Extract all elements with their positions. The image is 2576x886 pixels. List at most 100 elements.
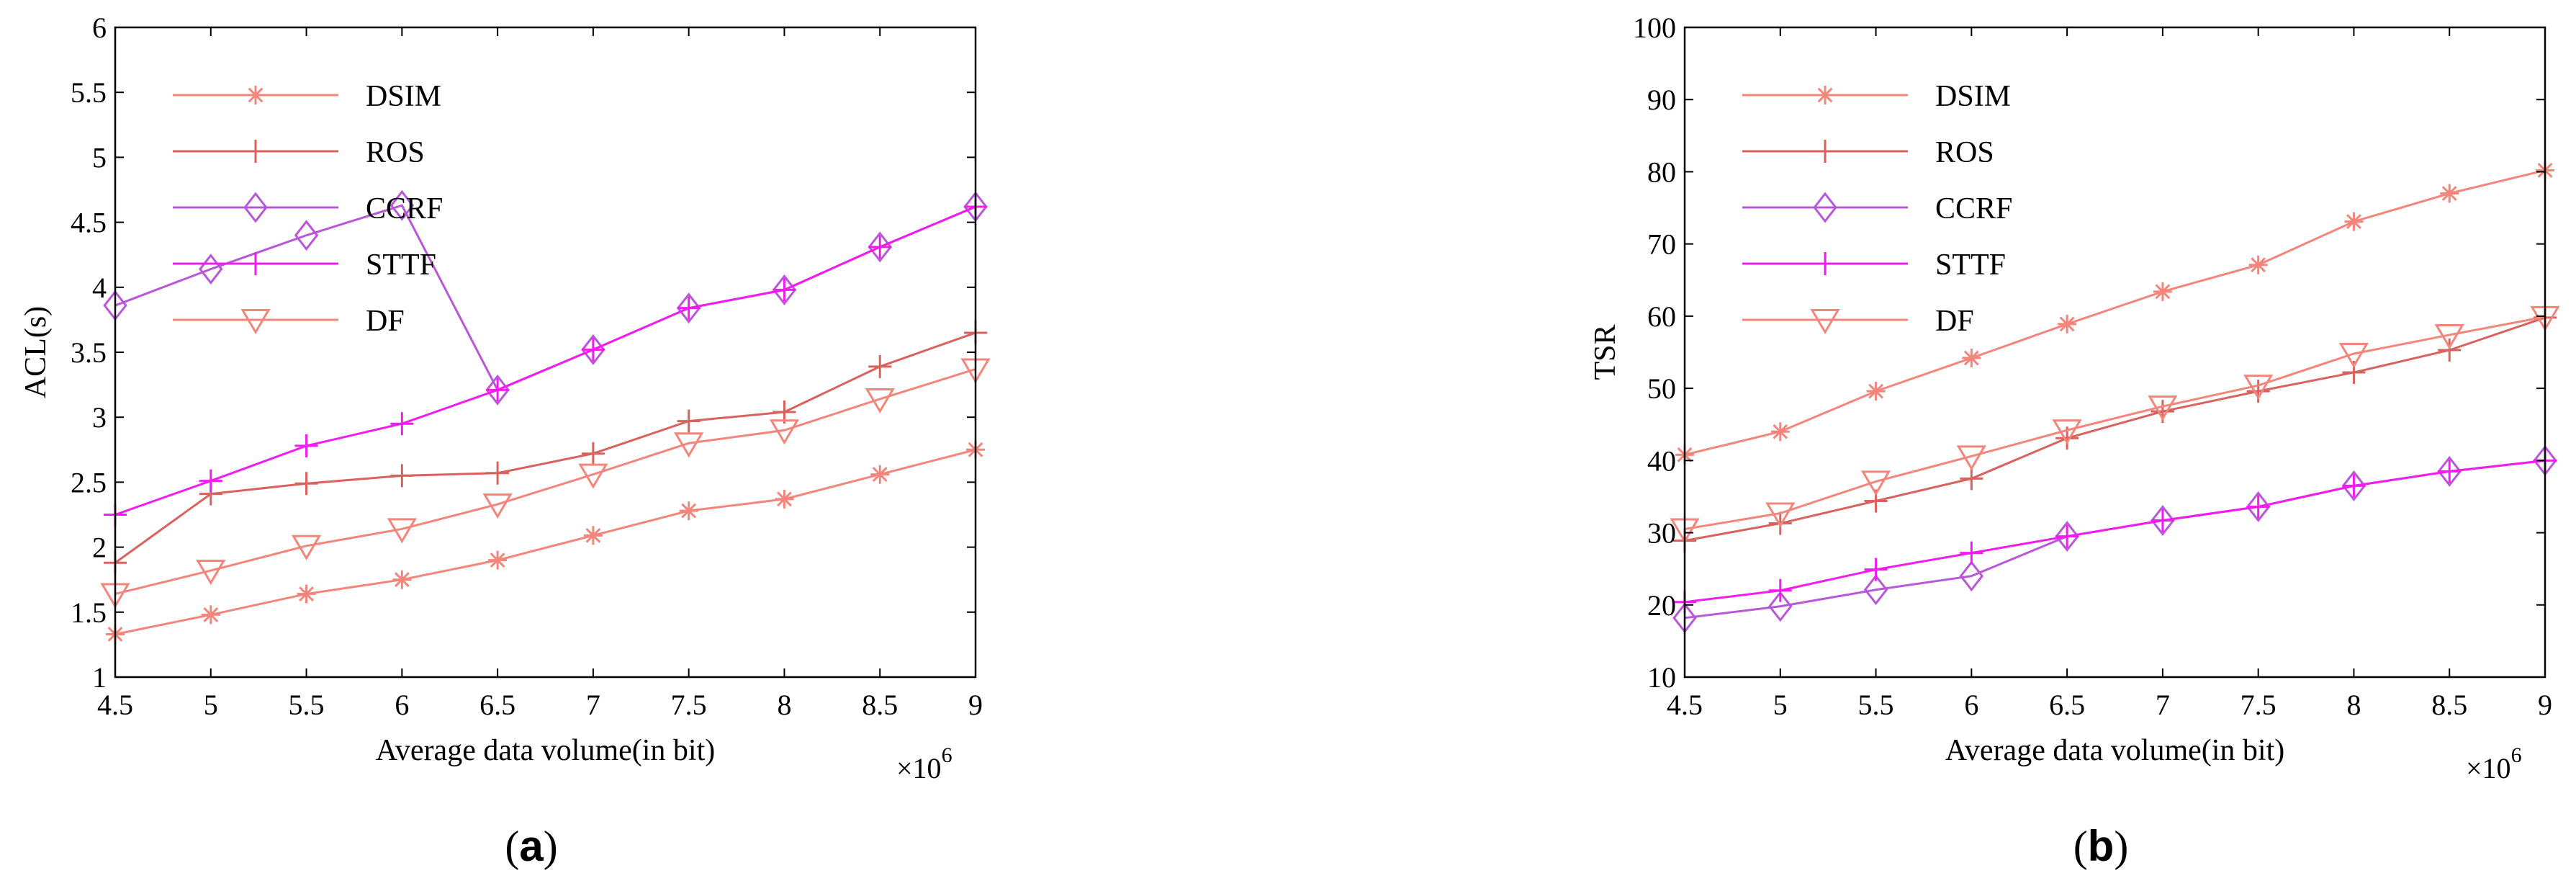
- series-line-ros: [114, 331, 976, 564]
- x-tick-label: 8: [777, 689, 791, 721]
- data-point-sttf: [294, 434, 318, 457]
- chart-b: 4.5 5 5.5 6 6.5 7 7.5 8 8.5 9 10 20 30 40 50 60 70 80 90 10…: [1589, 12, 2560, 870]
- data-point-df: [769, 419, 800, 445]
- legend-marker: [244, 252, 267, 275]
- data-point-dsim: [1770, 422, 1790, 442]
- data-point-sttf: [868, 235, 892, 259]
- x-tick-label: 7.5: [2241, 689, 2276, 721]
- series-line-df: [1684, 316, 2546, 531]
- data-point-df: [291, 534, 322, 560]
- legend-item-dsim: DSIM: [173, 80, 441, 113]
- x-tick-label: 7: [586, 689, 600, 721]
- series-line-df: [114, 368, 976, 596]
- data-point-ccrf: [772, 274, 797, 305]
- legend-item-ros: ROS: [1742, 136, 1994, 169]
- x-multiplier: ×106: [2466, 743, 2522, 784]
- series-ccrf: [103, 189, 988, 406]
- data-point-ros: [868, 354, 892, 378]
- data-point-ccrf: [2055, 521, 2079, 552]
- data-point-sttf: [581, 338, 605, 362]
- data-point-ccrf: [1959, 560, 1984, 592]
- data-point-dsim: [1866, 382, 1886, 401]
- legend-marker: [1816, 86, 1834, 104]
- x-tick-label: 8.5: [2431, 689, 2467, 721]
- x-multiplier-base: ×10: [896, 752, 942, 784]
- data-point-ros: [486, 461, 510, 485]
- plot-frame: [1683, 26, 2546, 679]
- data-point-dsim: [679, 501, 698, 521]
- data-point-ccrf: [1768, 591, 1793, 622]
- data-point-ros: [677, 409, 701, 433]
- x-tick-label: 9: [2538, 689, 2552, 721]
- y-tick-label: 4: [92, 272, 107, 304]
- data-point-sttf: [2438, 460, 2462, 483]
- y-tick-label: 5: [92, 141, 107, 174]
- panel-caption: (b): [2073, 822, 2129, 870]
- data-point-ros: [294, 472, 318, 496]
- data-point-ccrf: [389, 189, 415, 221]
- y-tick-label: 30: [1647, 517, 1676, 550]
- legend-label: DF: [1935, 305, 1974, 338]
- y-tick-label: 5.5: [71, 76, 107, 109]
- legend-marker: [1810, 309, 1840, 335]
- data-point-sttf: [1768, 578, 1792, 602]
- x-tick-label: 8: [2346, 689, 2361, 721]
- data-point-sttf: [199, 469, 222, 493]
- data-point-ccrf: [294, 220, 319, 251]
- series-line-ccrf: [1684, 459, 2546, 619]
- data-point-dsim: [870, 465, 890, 484]
- legend-label: DF: [366, 305, 405, 338]
- x-tick-label: 5.5: [289, 689, 325, 721]
- data-point-dsim: [488, 550, 508, 570]
- series-line-sttf: [114, 205, 976, 516]
- caption-close: ): [2114, 823, 2128, 870]
- series-line-dsim: [1684, 169, 2546, 456]
- data-point-df: [2052, 419, 2082, 445]
- legend-marker: [243, 192, 268, 223]
- legend-label: DSIM: [366, 80, 441, 113]
- series-sttf: [1673, 449, 2557, 614]
- legend-label: CCRF: [366, 192, 443, 225]
- y-tick-label: 20: [1647, 589, 1676, 622]
- legend-item-ccrf: CCRF: [173, 192, 443, 225]
- legend: DSIM ROS CCRF STTF DF: [173, 80, 443, 338]
- data-point-ccrf: [2437, 455, 2462, 487]
- y-tick-label: 3: [92, 401, 107, 434]
- legend-item-sttf: STTF: [173, 249, 436, 282]
- data-point-sttf: [2342, 474, 2366, 498]
- data-point-ros: [390, 464, 414, 488]
- x-multiplier-exponent: 6: [942, 743, 953, 767]
- series-line-dsim: [114, 448, 976, 635]
- panel-caption: (a): [505, 822, 557, 870]
- y-tick-label: 2.5: [71, 466, 107, 498]
- caption-open: (: [2073, 823, 2088, 870]
- data-point-df: [1860, 470, 1891, 496]
- data-point-dsim: [2440, 184, 2459, 203]
- data-point-ccrf: [1863, 574, 1888, 606]
- x-tick-label: 7: [2156, 689, 2170, 721]
- data-point-dsim: [2153, 282, 2172, 301]
- y-tick-label: 2: [92, 532, 107, 564]
- legend-item-dsim: DSIM: [1742, 80, 2011, 113]
- legend-item-sttf: STTF: [1742, 249, 2006, 282]
- caption-close: ): [544, 823, 558, 870]
- data-point-dsim: [2058, 314, 2077, 334]
- data-point-dsim: [583, 526, 603, 545]
- data-point-df: [196, 560, 226, 586]
- x-tick-label: 8.5: [862, 689, 898, 721]
- y-tick-label: 1.5: [71, 596, 107, 629]
- legend-marker: [240, 309, 271, 335]
- data-point-df: [482, 493, 513, 519]
- data-point-df: [2338, 343, 2369, 369]
- y-tick-label: 100: [1633, 12, 1676, 44]
- series-df: [100, 358, 991, 609]
- x-tick-label: 5.5: [1858, 689, 1894, 721]
- data-point-df: [1765, 502, 1796, 528]
- data-point-dsim: [297, 584, 316, 604]
- chart-a: 4.5 5 5.5 6 6.5 7 7.5 8 8.5 9 1 1.5 2 2.5 3 3.5 4 4.5 5 5.5…: [19, 12, 991, 870]
- x-tick-label: 7.5: [671, 689, 707, 721]
- y-tick-label: 6: [92, 12, 107, 44]
- data-point-ros: [1768, 511, 1792, 535]
- x-tick-label: 6.5: [479, 689, 515, 721]
